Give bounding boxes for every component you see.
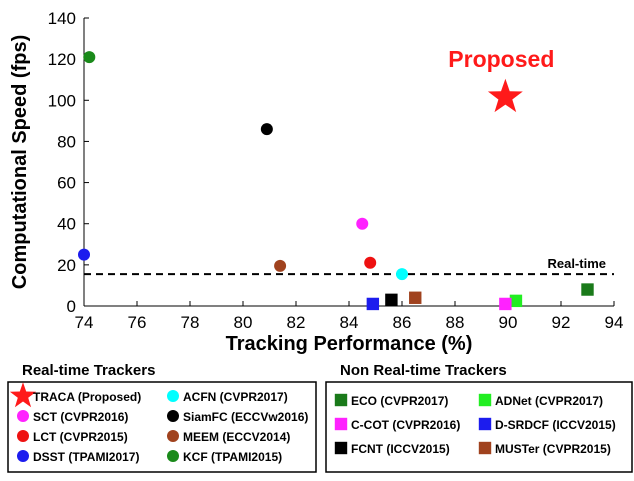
legend-marker bbox=[17, 430, 29, 442]
legend-item-label: SCT (CVPR2016) bbox=[33, 410, 128, 424]
real-time-label: Real-time bbox=[547, 256, 606, 271]
legend-marker bbox=[335, 418, 347, 430]
data-point-siamfc bbox=[261, 123, 273, 135]
data-point-d-srdcf bbox=[367, 298, 379, 310]
x-tick-label: 74 bbox=[75, 313, 94, 332]
x-tick-label: 90 bbox=[499, 313, 518, 332]
legend-marker bbox=[167, 410, 179, 422]
x-axis-title: Tracking Performance (%) bbox=[226, 333, 473, 355]
x-tick-label: 80 bbox=[234, 313, 253, 332]
data-point-acfn bbox=[396, 268, 408, 280]
legend-item-label: C-COT (CVPR2016) bbox=[351, 418, 460, 432]
legend-marker bbox=[479, 418, 491, 430]
y-tick-label: 0 bbox=[67, 297, 76, 316]
legend-item-label: DSST (TPAMI2017) bbox=[33, 450, 139, 464]
x-tick-label: 76 bbox=[128, 313, 147, 332]
legend-item-label: FCNT (ICCV2015) bbox=[351, 442, 450, 456]
x-tick-label: 88 bbox=[446, 313, 465, 332]
y-tick-label: 100 bbox=[48, 91, 76, 110]
legend: Real-time Trackers TRACA (Proposed) ACFN (… bbox=[8, 362, 632, 472]
y-tick-label: 120 bbox=[48, 50, 76, 69]
legend-title: Non Real-time Trackers bbox=[340, 362, 507, 379]
legend-item-label: MEEM (ECCV2014) bbox=[183, 430, 290, 444]
y-tick-label: 40 bbox=[57, 215, 76, 234]
legend-marker bbox=[167, 390, 179, 402]
legend-title: Real-time Trackers bbox=[22, 362, 155, 379]
x-tick-label: 94 bbox=[605, 313, 624, 332]
legend-marker bbox=[335, 442, 347, 454]
legend-marker bbox=[17, 450, 29, 462]
x-tick-label: 82 bbox=[287, 313, 306, 332]
data-marks: Real-time Proposed bbox=[78, 46, 614, 310]
legend-marker bbox=[479, 442, 491, 454]
x-tick-label: 86 bbox=[393, 313, 412, 332]
y-tick-label: 80 bbox=[57, 132, 76, 151]
legend-marker bbox=[479, 394, 491, 406]
data-point-sct bbox=[356, 218, 368, 230]
legend-item-label: ADNet (CVPR2017) bbox=[495, 394, 603, 408]
legend-item-label: D-SRDCF (ICCV2015) bbox=[495, 418, 616, 432]
x-tick-label: 92 bbox=[552, 313, 571, 332]
x-tick-label: 78 bbox=[181, 313, 200, 332]
legend-marker bbox=[335, 394, 347, 406]
y-axis-title: Computational Speed (fps) bbox=[9, 35, 31, 289]
legend-marker bbox=[167, 450, 179, 462]
legend-item-label: KCF (TPAMI2015) bbox=[183, 450, 282, 464]
y-tick-label: 60 bbox=[57, 174, 76, 193]
legend-item-label: TRACA (Proposed) bbox=[33, 390, 141, 404]
legend-item-label: MUSTer (CVPR2015) bbox=[495, 442, 611, 456]
data-point-muster bbox=[409, 292, 421, 304]
data-point-kcf bbox=[83, 51, 95, 63]
legend-item-label: ACFN (CVPR2017) bbox=[183, 390, 288, 404]
data-point-traca bbox=[488, 79, 523, 112]
proposed-annotation: Proposed bbox=[448, 46, 554, 72]
data-point-fcnt bbox=[385, 294, 397, 306]
data-point-adnet bbox=[510, 295, 522, 307]
legend-marker bbox=[17, 410, 29, 422]
data-point-eco bbox=[581, 283, 593, 295]
legend-item-label: SiamFC (ECCVw2016) bbox=[183, 410, 308, 424]
legend-item-label: ECO (CVPR2017) bbox=[351, 394, 448, 408]
y-tick-label: 140 bbox=[48, 9, 76, 28]
data-point-meem bbox=[274, 260, 286, 272]
y-tick-label: 20 bbox=[57, 256, 76, 275]
data-point-lct bbox=[364, 257, 376, 269]
legend-item-label: LCT (CVPR2015) bbox=[33, 430, 128, 444]
x-tick-label: 84 bbox=[340, 313, 359, 332]
data-point-c-cot bbox=[499, 298, 511, 310]
data-point-dsst bbox=[78, 249, 90, 261]
legend-marker bbox=[167, 430, 179, 442]
